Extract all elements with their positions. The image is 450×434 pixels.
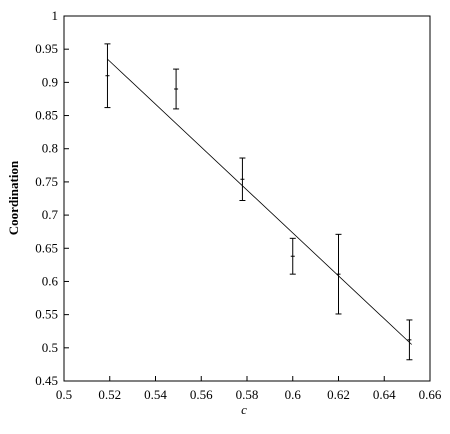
y-tick-label: 0.8 xyxy=(42,141,58,156)
x-tick-label: 0.58 xyxy=(236,387,259,402)
y-tick-label: 0.75 xyxy=(35,174,58,189)
y-tick-label: 0.6 xyxy=(42,273,59,288)
plot-frame xyxy=(63,15,431,382)
fit-line xyxy=(107,58,412,345)
x-tick-label: 0.54 xyxy=(144,387,167,402)
y-tick-label: 0.65 xyxy=(35,240,58,255)
x-tick-label: 0.52 xyxy=(98,387,121,402)
y-tick-label: 0.7 xyxy=(42,207,59,222)
y-tick-label: 0.5 xyxy=(42,340,58,355)
y-tick-label: 0.45 xyxy=(35,373,58,388)
y-tick-label: 0.95 xyxy=(35,41,58,56)
x-tick-label: 0.62 xyxy=(327,387,350,402)
y-tick-label: 0.55 xyxy=(35,307,58,322)
x-axis-label: c xyxy=(241,402,247,417)
x-tick-label: 0.6 xyxy=(285,387,302,402)
y-tick-label: 1 xyxy=(52,8,59,23)
y-tick-label: 0.9 xyxy=(42,74,58,89)
x-tick-label: 0.5 xyxy=(56,387,72,402)
x-tick-label: 0.66 xyxy=(419,387,442,402)
x-tick-label: 0.56 xyxy=(190,387,213,402)
y-axis-label: Coordination xyxy=(6,160,21,235)
x-tick-label: 0.64 xyxy=(373,387,396,402)
y-tick-label: 0.85 xyxy=(35,108,58,123)
